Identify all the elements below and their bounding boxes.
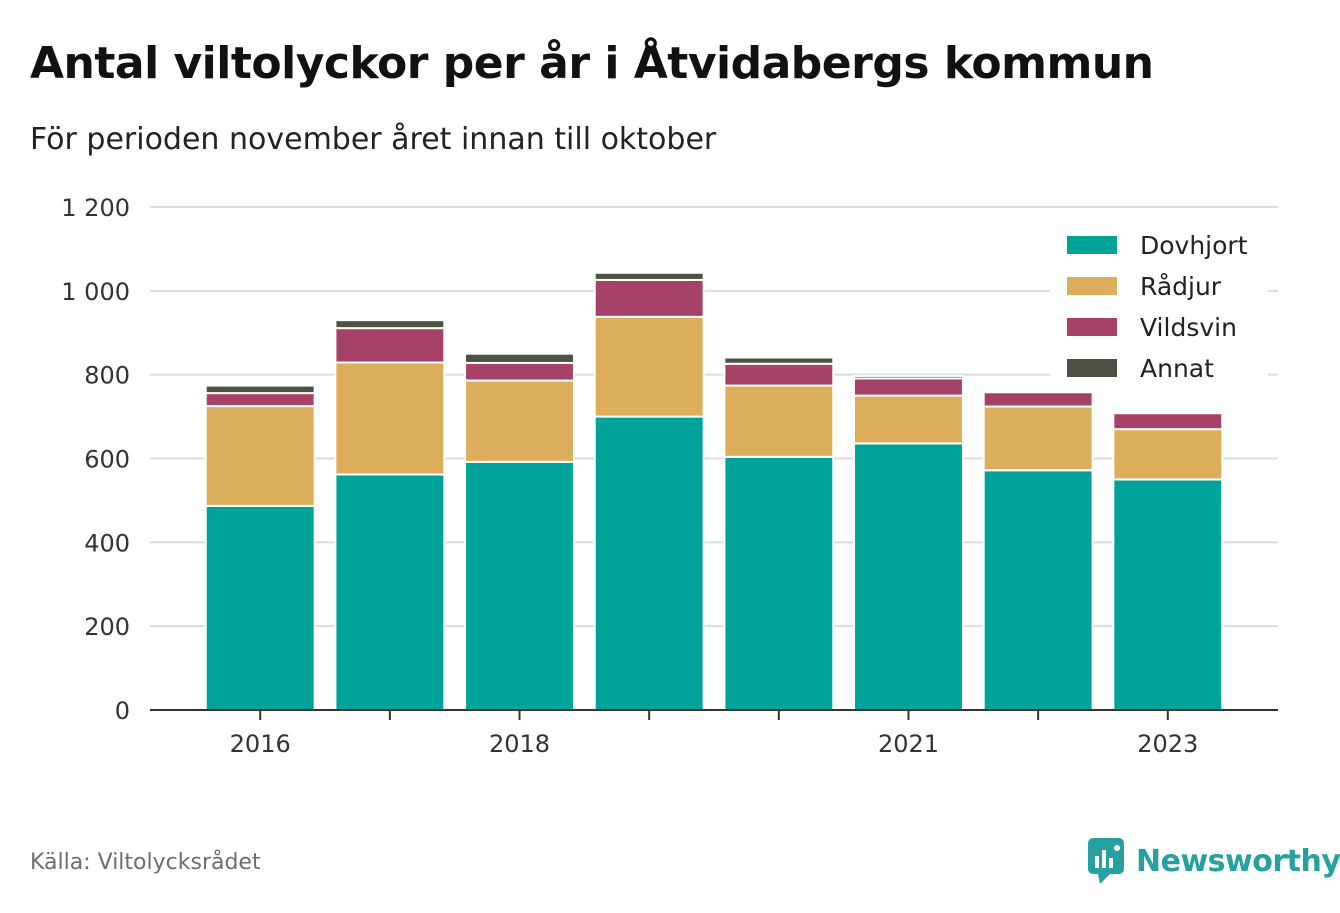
bar-segment-vildsvin xyxy=(982,391,1094,408)
bar-segment-dovhjort xyxy=(723,455,835,711)
newsworthy-logo-icon xyxy=(1088,838,1124,884)
bar-segment-annat xyxy=(593,271,705,281)
bar-segment-vildsvin xyxy=(334,327,446,364)
y-tick-label: 1 000 xyxy=(61,278,130,306)
legend-label: Dovhjort xyxy=(1140,231,1248,260)
legend-label: Rådjur xyxy=(1140,272,1222,301)
bar-segment-dovhjort xyxy=(982,469,1094,711)
bar-segment-rådjur xyxy=(723,384,835,458)
newsworthy-logo-text: Newsworthy xyxy=(1136,843,1340,879)
newsworthy-logo: Newsworthy xyxy=(1088,838,1340,884)
source-note: Källa: Viltolycksrådet xyxy=(30,850,261,875)
bars xyxy=(204,271,1224,712)
bar-segment-rådjur xyxy=(853,394,964,445)
legend-label: Annat xyxy=(1140,354,1214,383)
bar-segment-rådjur xyxy=(982,405,1094,472)
y-tick-label: 200 xyxy=(84,613,130,641)
y-tick-label: 1 200 xyxy=(61,194,130,222)
bar-segment-annat xyxy=(464,352,575,364)
x-tick-label: 2023 xyxy=(1137,730,1198,758)
bar-segment-dovhjort xyxy=(464,460,575,711)
x-axis: 2016 2018 2021 2023 xyxy=(150,709,1278,758)
bar-segment-rådjur xyxy=(334,361,446,476)
bar-segment-annat xyxy=(204,384,316,395)
bar-segment-rådjur xyxy=(204,405,316,507)
legend-swatch-dovhjort xyxy=(1067,236,1117,254)
bar-segment-dovhjort xyxy=(334,473,446,712)
chart-title: Antal viltolyckor per år i Åtvidabergs k… xyxy=(30,38,1154,89)
legend-swatch-vildsvin xyxy=(1067,318,1117,336)
legend-swatch-rådjur xyxy=(1067,277,1117,295)
bar-segment-annat xyxy=(853,374,964,380)
bar-segment-dovhjort xyxy=(853,442,964,711)
y-tick-label: 400 xyxy=(84,529,130,557)
chart-subtitle: För perioden november året innan till ok… xyxy=(30,122,717,157)
legend-label: Vildsvin xyxy=(1140,313,1237,342)
bar-segment-vildsvin xyxy=(723,362,835,387)
bar-segment-vildsvin xyxy=(853,377,964,397)
bar-segment-vildsvin xyxy=(1112,412,1224,431)
x-tick-label: 2021 xyxy=(878,730,939,758)
bar-segment-dovhjort xyxy=(1112,478,1224,712)
bar-segment-vildsvin xyxy=(593,278,705,318)
bar-segment-vildsvin xyxy=(204,392,316,408)
bar-segment-dovhjort xyxy=(593,415,705,711)
bar-segment-dovhjort xyxy=(204,504,316,712)
bar-segment-annat xyxy=(334,319,446,330)
bar-segment-rådjur xyxy=(593,315,705,418)
bar-segment-rådjur xyxy=(1112,428,1224,481)
bar-segment-vildsvin xyxy=(464,361,575,382)
legend-swatch-annat xyxy=(1067,359,1117,377)
y-tick-label: 800 xyxy=(84,362,130,390)
x-tick-label: 2016 xyxy=(230,730,291,758)
bar-segment-annat xyxy=(723,356,835,365)
bar-segment-rådjur xyxy=(464,379,575,463)
y-tick-label: 0 xyxy=(115,697,130,725)
y-tick-label: 600 xyxy=(84,446,130,474)
legend: Dovhjort Rådjur Vildsvin Annat xyxy=(1050,222,1268,392)
x-tick-label: 2018 xyxy=(489,730,550,758)
y-axis: 0 200 400 600 800 1 000 1 200 xyxy=(61,194,130,725)
